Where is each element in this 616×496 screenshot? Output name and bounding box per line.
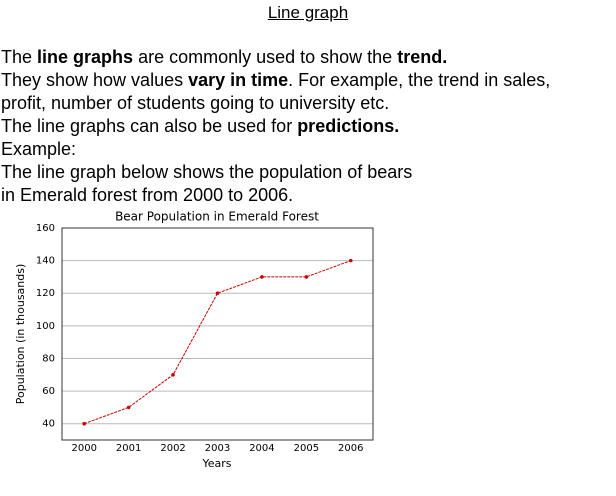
text: They show how values: [1, 70, 189, 90]
y-tick-label: 160: [36, 223, 55, 234]
data-point: [304, 275, 309, 279]
text-line: The line graph below shows the populatio…: [1, 161, 550, 184]
data-point: [215, 291, 220, 296]
y-tick-label: 40: [42, 419, 55, 430]
x-tick-label: 2000: [71, 443, 96, 454]
text: profit, number of students going to univ…: [1, 93, 390, 113]
x-axis-label: Years: [201, 457, 231, 470]
y-tick-label: 140: [36, 256, 55, 267]
x-tick-label: 2006: [338, 443, 363, 454]
body-text: The line graphs are commonly used to sho…: [1, 46, 550, 207]
bold-text: vary in time: [188, 70, 289, 90]
bold-text: line graphs: [37, 47, 134, 67]
text: The line graphs can also be used for: [1, 116, 298, 136]
plot-frame: [61, 227, 374, 441]
text-line: The line graphs are commonly used to sho…: [1, 46, 550, 69]
text: in Emerald forest from 2000 to 2006.: [1, 185, 294, 205]
chart-title: Bear Population in Emerald Forest: [115, 210, 319, 224]
y-tick-label: 80: [42, 353, 55, 364]
x-tick-label: 2003: [205, 443, 230, 454]
text: . For example, the trend in sales,: [288, 70, 551, 90]
text: Example:: [1, 139, 77, 159]
x-tick-label: 2001: [116, 443, 141, 454]
x-tick-label: 2002: [160, 443, 185, 454]
x-tick-label: 2005: [294, 443, 319, 454]
text: are commonly used to show the: [133, 47, 398, 67]
data-point: [171, 372, 175, 377]
y-axis-label: Population (in thousands): [14, 264, 27, 405]
data-point: [126, 405, 131, 410]
page-title: Line graph: [267, 3, 349, 22]
bold-text: predictions.: [297, 116, 400, 136]
y-tick-label: 120: [36, 288, 55, 299]
text-line: Example:: [1, 138, 550, 161]
y-tick-label: 60: [42, 386, 55, 397]
y-tick-label: 100: [36, 321, 55, 332]
data-point: [82, 421, 87, 426]
data-point: [260, 275, 264, 279]
text-line: in Emerald forest from 2000 to 2006.: [1, 184, 550, 207]
text: The: [1, 47, 38, 67]
text-line: profit, number of students going to univ…: [1, 92, 550, 115]
bold-text: trend.: [397, 47, 448, 67]
text-line: The line graphs can also be used for pre…: [1, 115, 550, 138]
text: The line graph below shows the populatio…: [1, 162, 413, 182]
x-tick-label: 2004: [249, 443, 274, 454]
data-point: [348, 258, 353, 263]
data-line: [84, 260, 351, 425]
text-line: They show how values vary in time. For e…: [1, 69, 550, 92]
